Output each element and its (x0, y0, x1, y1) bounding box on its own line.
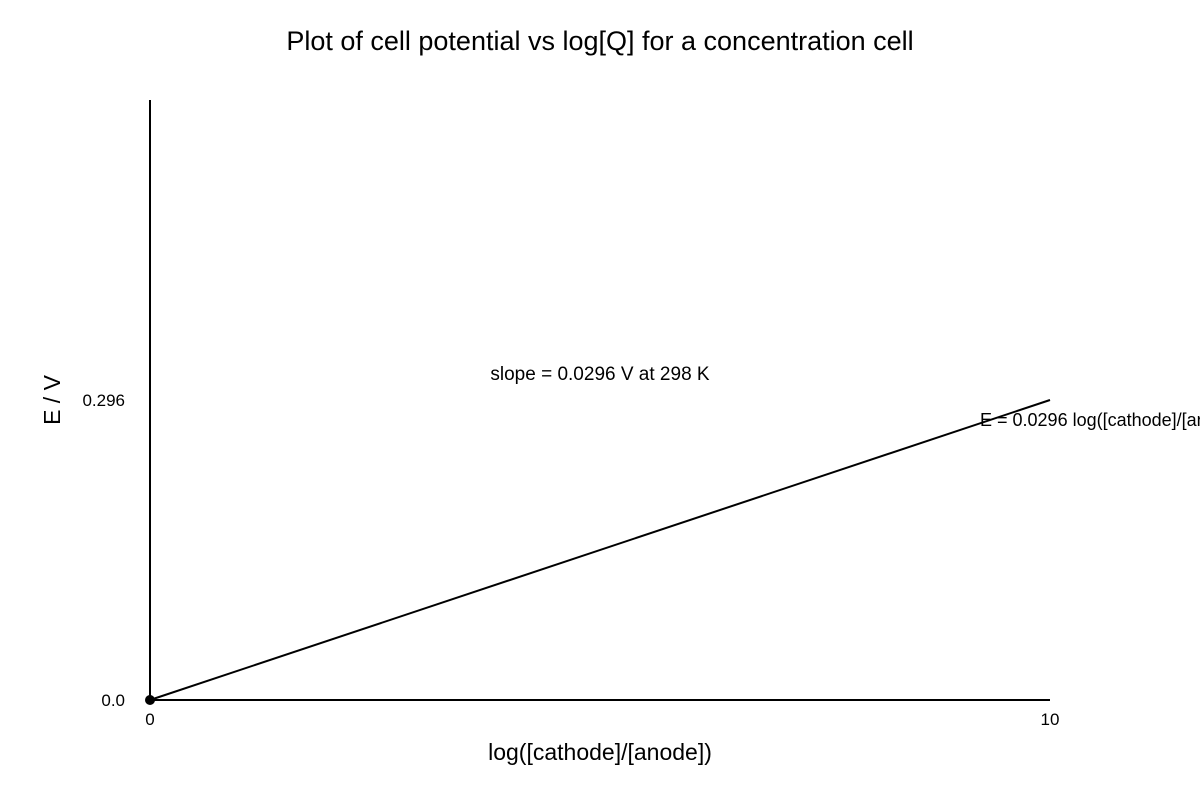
plot-area: 0 10 0.0 0.296 E = 0.0296 log([cathode]/[a… (82, 100, 1200, 729)
series-line-label: E = 0.0296 log([cathode]/[anode]) (980, 410, 1200, 430)
y-tick-label: 0.296 (82, 391, 125, 410)
series-line (149, 399, 1051, 701)
series-layer: E = 0.0296 log([cathode]/[anode]) (149, 399, 1200, 701)
x-axis-label: log([cathode]/[anode]) (488, 739, 712, 765)
slope-annotation: slope = 0.0296 V at 298 K (490, 364, 710, 385)
y-tick-labels: 0.0 0.296 (82, 391, 125, 710)
origin-point (145, 695, 155, 705)
x-tick-label: 10 (1041, 710, 1060, 729)
points-layer (145, 695, 155, 705)
x-tick-labels: 0 10 (145, 710, 1059, 729)
chart-title: Plot of cell potential vs log[Q] for a c… (286, 26, 913, 56)
x-tick-label: 0 (145, 710, 154, 729)
y-tick-label: 0.0 (101, 691, 125, 710)
y-axis-label: E / V (39, 374, 65, 425)
